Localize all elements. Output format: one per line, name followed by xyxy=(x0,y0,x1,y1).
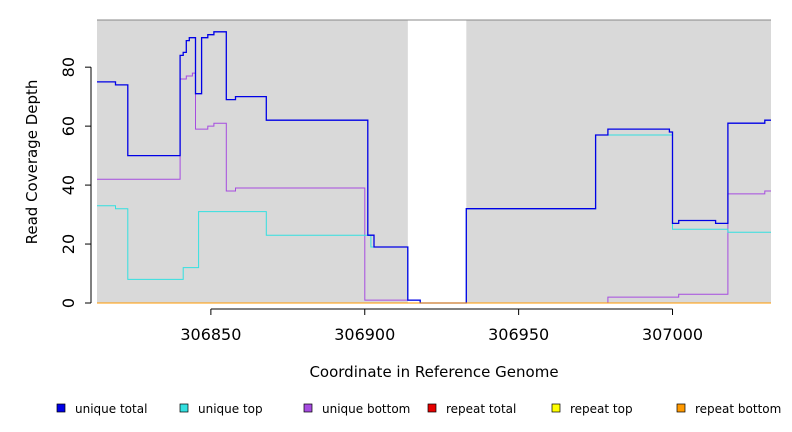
y-tick-label: 60 xyxy=(59,116,78,136)
legend-label-unique-total: unique total xyxy=(75,402,147,416)
legend-swatch-unique-total xyxy=(56,403,66,413)
y-tick-label: 20 xyxy=(59,234,78,254)
legend-label-repeat-total: repeat total xyxy=(446,402,516,416)
series-line-unique-bottom xyxy=(97,72,771,304)
y-axis: 0 20 40 60 80 xyxy=(59,57,92,308)
y-tick-label: 0 xyxy=(59,298,78,308)
shaded-region-1 xyxy=(466,20,771,303)
y-tick-label: 40 xyxy=(59,175,78,195)
legend-swatch-repeat-bottom xyxy=(676,403,686,413)
legend-label-repeat-top: repeat top xyxy=(570,402,633,416)
legend-swatch-repeat-top xyxy=(551,403,561,413)
y-axis-title: Read Coverage Depth xyxy=(23,80,41,245)
legend-swatch-repeat-total xyxy=(427,403,437,413)
x-axis-title: Coordinate in Reference Genome xyxy=(309,363,558,381)
legend-swatch-unique-top xyxy=(179,403,189,413)
series-lines xyxy=(97,31,771,304)
x-tick-label: 306850 xyxy=(180,325,241,344)
series-line-unique-total xyxy=(97,31,771,304)
x-tick-label: 306900 xyxy=(334,325,395,344)
legend-label-repeat-bottom: repeat bottom xyxy=(695,402,781,416)
legend-label-unique-top: unique top xyxy=(198,402,263,416)
shaded-region-0 xyxy=(97,20,408,303)
y-tick-label: 80 xyxy=(59,57,78,77)
x-axis: 306850 306900 306950 307000 xyxy=(180,308,703,344)
legend-label-unique-bottom: unique bottom xyxy=(322,402,410,416)
plot-background xyxy=(97,20,771,303)
x-tick-label: 306950 xyxy=(488,325,549,344)
x-tick-label: 307000 xyxy=(642,325,703,344)
legend: unique total unique top unique bottom repea… xyxy=(56,402,781,416)
legend-swatch-unique-bottom xyxy=(303,403,313,413)
